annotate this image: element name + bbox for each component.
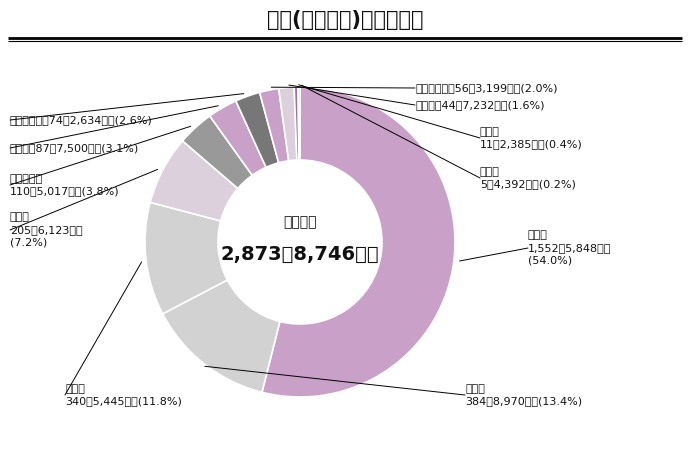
Wedge shape bbox=[145, 202, 227, 314]
Wedge shape bbox=[259, 88, 288, 163]
Wedge shape bbox=[294, 87, 299, 160]
Wedge shape bbox=[183, 116, 253, 189]
Text: 教育費
340億5,445万円(11.8%): 教育費 340億5,445万円(11.8%) bbox=[65, 383, 182, 406]
Text: 衛生費　87億7,500万円(3.1%): 衛生費 87億7,500万円(3.1%) bbox=[10, 143, 139, 153]
Text: 福祉費
1,552億5,848万円
(54.0%): 福祉費 1,552億5,848万円 (54.0%) bbox=[528, 230, 611, 266]
Wedge shape bbox=[150, 141, 238, 221]
Text: 歳出(区の支出)／一般会計: 歳出(区の支出)／一般会計 bbox=[267, 10, 423, 30]
Text: 総務費
384億8,970万円(13.4%): 総務費 384億8,970万円(13.4%) bbox=[465, 383, 582, 406]
Wedge shape bbox=[279, 87, 297, 161]
Text: 2,873億8,746万円: 2,873億8,746万円 bbox=[221, 245, 380, 263]
Wedge shape bbox=[298, 87, 300, 160]
Text: 都市整備費　74億2,634万円(2.6%): 都市整備費 74億2,634万円(2.6%) bbox=[10, 115, 152, 125]
Text: 産業経済費　56億3,199万円(2.0%): 産業経済費 56億3,199万円(2.0%) bbox=[415, 83, 558, 93]
Text: その他
5億4,392万円(0.2%): その他 5億4,392万円(0.2%) bbox=[480, 167, 576, 190]
Text: 土木費
205億6,123万円
(7.2%): 土木費 205億6,123万円 (7.2%) bbox=[10, 212, 83, 248]
Wedge shape bbox=[163, 280, 280, 392]
Wedge shape bbox=[262, 87, 455, 397]
Text: 環境清掃費
110億5,017万円(3.8%): 環境清掃費 110億5,017万円(3.8%) bbox=[10, 174, 119, 197]
Wedge shape bbox=[210, 101, 266, 175]
Text: 公債費　44億7,232万円(1.6%): 公債費 44億7,232万円(1.6%) bbox=[415, 100, 544, 110]
Text: 歳出総額: 歳出総額 bbox=[284, 215, 317, 229]
Text: 議会費
11億2,385万円(0.4%): 議会費 11億2,385万円(0.4%) bbox=[480, 127, 583, 149]
Wedge shape bbox=[236, 92, 279, 167]
